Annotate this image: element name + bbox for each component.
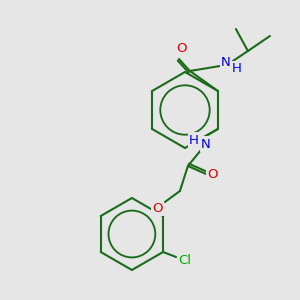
Text: O: O [208,167,218,181]
Text: H: H [189,134,199,146]
Text: O: O [177,43,187,56]
Text: O: O [153,202,163,214]
Text: N: N [201,137,211,151]
Text: Cl: Cl [178,254,192,266]
Text: N: N [221,56,231,70]
Text: H: H [232,62,242,76]
